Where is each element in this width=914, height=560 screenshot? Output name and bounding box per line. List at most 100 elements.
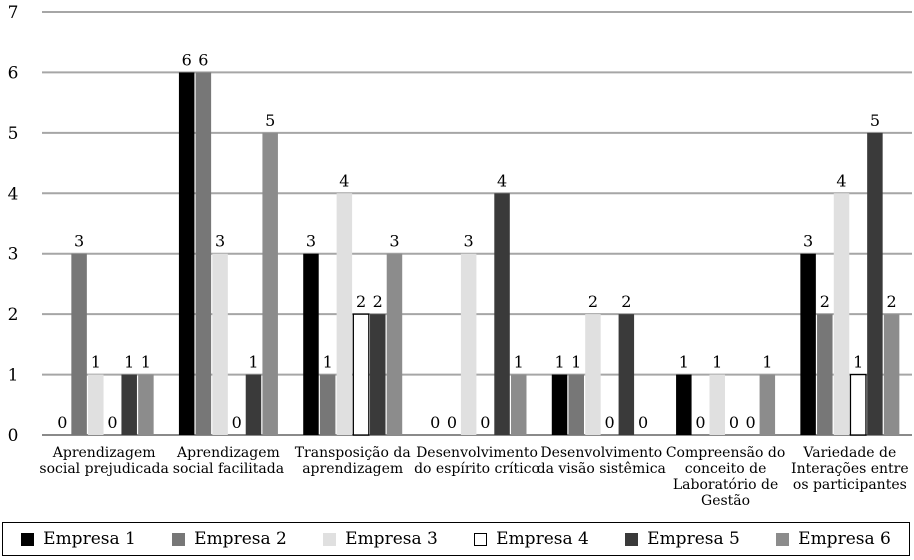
y-tick-label: 1 — [8, 366, 19, 386]
legend-swatch — [21, 532, 35, 546]
data-label: 0 — [480, 413, 490, 432]
bar — [551, 374, 568, 435]
data-label: 1 — [514, 353, 524, 372]
bar — [460, 253, 477, 435]
category-label: os participantes — [793, 477, 907, 493]
legend: Empresa 1 Empresa 2 Empresa 3 Empresa 4 Empr… — [2, 522, 910, 556]
bar — [88, 374, 104, 435]
y-tick-label: 2 — [8, 305, 19, 325]
bar — [71, 253, 87, 435]
bar — [386, 253, 403, 435]
data-label: 1 — [853, 353, 863, 372]
gridlines — [42, 11, 912, 436]
data-label: 2 — [621, 292, 631, 311]
data-label: 4 — [339, 171, 349, 190]
y-tick-label: 6 — [8, 63, 19, 83]
bar — [585, 314, 601, 435]
data-label: 1 — [762, 353, 772, 372]
data-label: 0 — [695, 413, 705, 432]
data-label: 6 — [198, 50, 208, 69]
legend-item: Empresa 6 — [776, 529, 891, 549]
category-label: da visão sistêmica — [537, 461, 666, 477]
legend-item: Empresa 4 — [474, 529, 589, 549]
legend-item: Empresa 2 — [172, 529, 287, 549]
data-label: 1 — [712, 353, 722, 372]
category-label: Variedade de — [802, 445, 896, 461]
category-label: Desenvolvimento — [416, 445, 538, 461]
bar — [370, 314, 386, 435]
data-label: 0 — [638, 413, 648, 432]
data-label: 1 — [679, 353, 689, 372]
y-tick-label: 5 — [8, 124, 19, 144]
data-label: 1 — [91, 353, 101, 372]
bar — [849, 373, 867, 436]
bar — [800, 253, 816, 435]
category-label: Transposição da — [295, 445, 411, 461]
data-label: 0 — [57, 413, 67, 432]
legend-item: Empresa 5 — [625, 529, 740, 549]
data-label: 1 — [124, 353, 134, 372]
data-label: 2 — [356, 292, 366, 311]
legend-swatch — [474, 532, 488, 546]
data-label: 3 — [389, 232, 399, 251]
bar — [262, 132, 278, 435]
bar — [494, 193, 510, 435]
y-tick-label: 4 — [8, 184, 19, 204]
data-label: 0 — [447, 413, 457, 432]
bar — [676, 374, 692, 435]
data-label: 3 — [306, 232, 316, 251]
category-label: Aprendizagem — [52, 445, 156, 461]
data-label: 2 — [820, 292, 830, 311]
category-label: conceito de — [685, 461, 767, 477]
category-label: social facilitada — [173, 461, 284, 477]
data-label: 0 — [430, 413, 440, 432]
data-label: 3 — [215, 232, 225, 251]
data-label: 1 — [571, 353, 581, 372]
category-label: Interações entre — [791, 461, 909, 477]
data-label: 4 — [836, 171, 846, 190]
data-label: 3 — [74, 232, 84, 251]
data-label: 3 — [803, 232, 813, 251]
bar — [195, 72, 212, 435]
data-label: 0 — [746, 413, 756, 432]
legend-label: Empresa 1 — [43, 529, 136, 549]
legend-label: Empresa 4 — [496, 529, 589, 549]
bar — [121, 374, 137, 435]
bar — [212, 253, 228, 435]
category-label: Desenvolvimento — [540, 445, 662, 461]
bar — [867, 132, 883, 435]
data-label: 0 — [605, 413, 615, 432]
data-label: 5 — [870, 111, 880, 130]
data-label: 0 — [729, 413, 739, 432]
bar — [817, 314, 833, 435]
bar — [319, 374, 336, 435]
legend-swatch — [776, 532, 790, 546]
data-label: 3 — [464, 232, 474, 251]
legend-swatch — [323, 532, 337, 546]
bar — [883, 314, 900, 435]
data-label: 1 — [141, 353, 151, 372]
bars — [71, 72, 900, 436]
bar — [709, 374, 725, 435]
category-label: aprendizagem — [302, 461, 403, 477]
y-tick-label: 7 — [8, 3, 19, 23]
data-label: 1 — [323, 353, 333, 372]
bar — [618, 314, 635, 435]
legend-item: Empresa 1 — [21, 529, 136, 549]
data-label: 2 — [373, 292, 383, 311]
data-label: 5 — [265, 111, 275, 130]
data-label: 2 — [588, 292, 598, 311]
data-label: 1 — [248, 353, 258, 372]
legend-swatch — [172, 532, 186, 546]
bar — [178, 72, 195, 435]
y-tick-label: 0 — [8, 426, 19, 446]
data-label: 0 — [107, 413, 117, 432]
bar — [336, 193, 353, 435]
data-label: 4 — [497, 171, 507, 190]
category-label: Laboratório de — [673, 477, 778, 493]
bar — [568, 374, 584, 435]
bar — [833, 193, 850, 435]
